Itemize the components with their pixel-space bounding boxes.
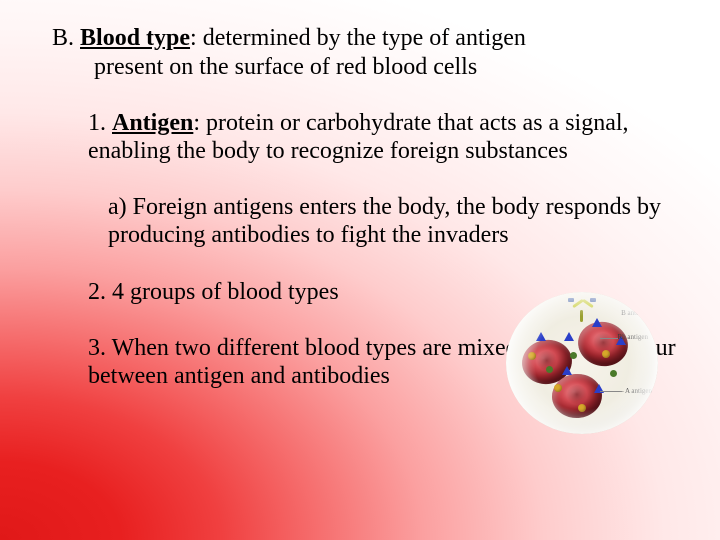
antigen-dot-icon (610, 370, 617, 377)
heading-term: Blood type (80, 25, 190, 51)
heading-prefix: B. (52, 25, 80, 51)
figure-leader-line (600, 338, 618, 339)
figure-label-a-antigen: – A antigen (620, 388, 652, 395)
antigen-triangle-icon (536, 332, 546, 341)
figure-leader-line (600, 391, 622, 392)
antigen-dot-icon (578, 404, 586, 412)
item-antigen: 1. Antigen: protein or carbohydrate that… (52, 109, 680, 166)
antigen-triangle-icon (564, 332, 574, 341)
antigen-dot-icon (602, 350, 610, 358)
heading-rest-first: : determined by the type of antigen (190, 25, 526, 51)
antigen-dot-icon (554, 384, 562, 392)
heading-rest-cont: present on the surface of red blood cell… (52, 53, 680, 82)
antigen-triangle-icon (592, 318, 602, 327)
subitem-foreign-antigens: a) Foreign antigens enters the body, the… (52, 193, 680, 250)
slide: B. Blood type: determined by the type of… (0, 0, 720, 540)
figure-label-rh-antigen: Rh antigen (617, 334, 648, 341)
antigen-dot-icon (570, 352, 577, 359)
figure-label-b-antibody: B antibody (621, 310, 652, 317)
antigen-dot-icon (528, 352, 536, 360)
antigen-dot-icon (546, 366, 553, 373)
item-antigen-prefix: 1. (88, 110, 112, 136)
antigen-triangle-icon (562, 366, 572, 375)
blood-cell-figure: B antibody Rh antigen – A antigen (506, 292, 658, 434)
item-antigen-term: Antigen (112, 110, 193, 136)
heading-blood-type: B. Blood type: determined by the type of… (52, 24, 680, 83)
